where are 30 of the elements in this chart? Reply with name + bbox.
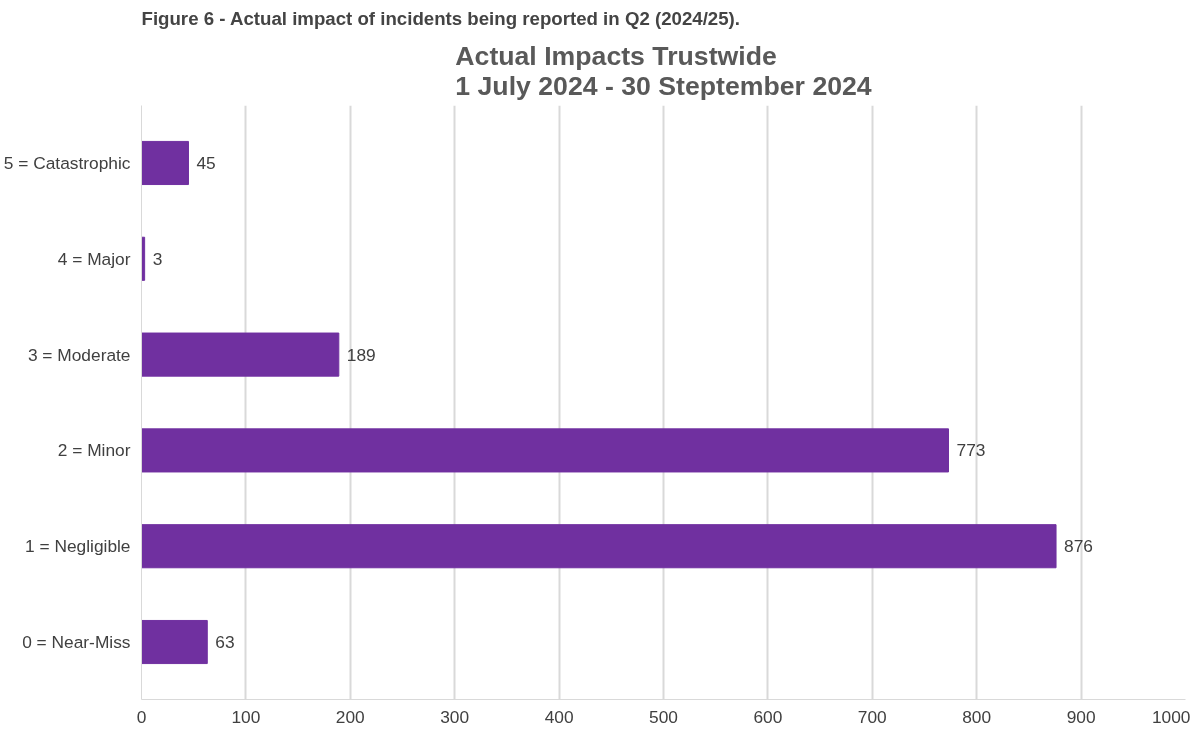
- x-tick-label: 300: [440, 706, 470, 727]
- x-tick-label: 1000: [1151, 706, 1191, 727]
- data-label: 45: [196, 152, 216, 173]
- y-tick-label: 0 = Near-Miss: [22, 632, 131, 653]
- chart-title: Actual Impacts Trustwide 1 July 2024 - 30 Steptember 2024: [455, 40, 872, 101]
- bar: [141, 140, 189, 186]
- x-tick-label: 900: [1066, 706, 1096, 727]
- bar: [141, 524, 1057, 569]
- data-label: 773: [956, 440, 986, 461]
- y-tick-label: 3 = Moderate: [27, 344, 131, 365]
- x-tick-label: 600: [753, 706, 783, 727]
- data-label: 189: [346, 344, 376, 365]
- bar: [141, 332, 340, 377]
- data-label: 63: [215, 632, 235, 653]
- y-tick-label: 5 = Catastrophic: [3, 152, 131, 173]
- x-tick-label: 400: [544, 706, 574, 727]
- caption: Figure 6 - Actual impact of incidents being reported in Q2 (2024/25).: [141, 7, 741, 29]
- data-label: 3: [152, 248, 163, 269]
- x-tick-label: 700: [857, 706, 887, 727]
- y-tick-label: 2 = Minor: [57, 440, 131, 461]
- y-tick-label: 1 = Negligible: [25, 536, 131, 557]
- bar: [141, 619, 208, 665]
- x-tick-label: 0: [136, 706, 147, 727]
- bar: [141, 428, 950, 473]
- y-tick-label: 4 = Major: [57, 248, 131, 269]
- x-tick-label: 200: [335, 706, 365, 727]
- x-tick-label: 100: [231, 706, 261, 727]
- data-label: 876: [1064, 536, 1093, 557]
- x-tick-label: 500: [649, 706, 678, 727]
- x-tick-label: 800: [962, 706, 992, 727]
